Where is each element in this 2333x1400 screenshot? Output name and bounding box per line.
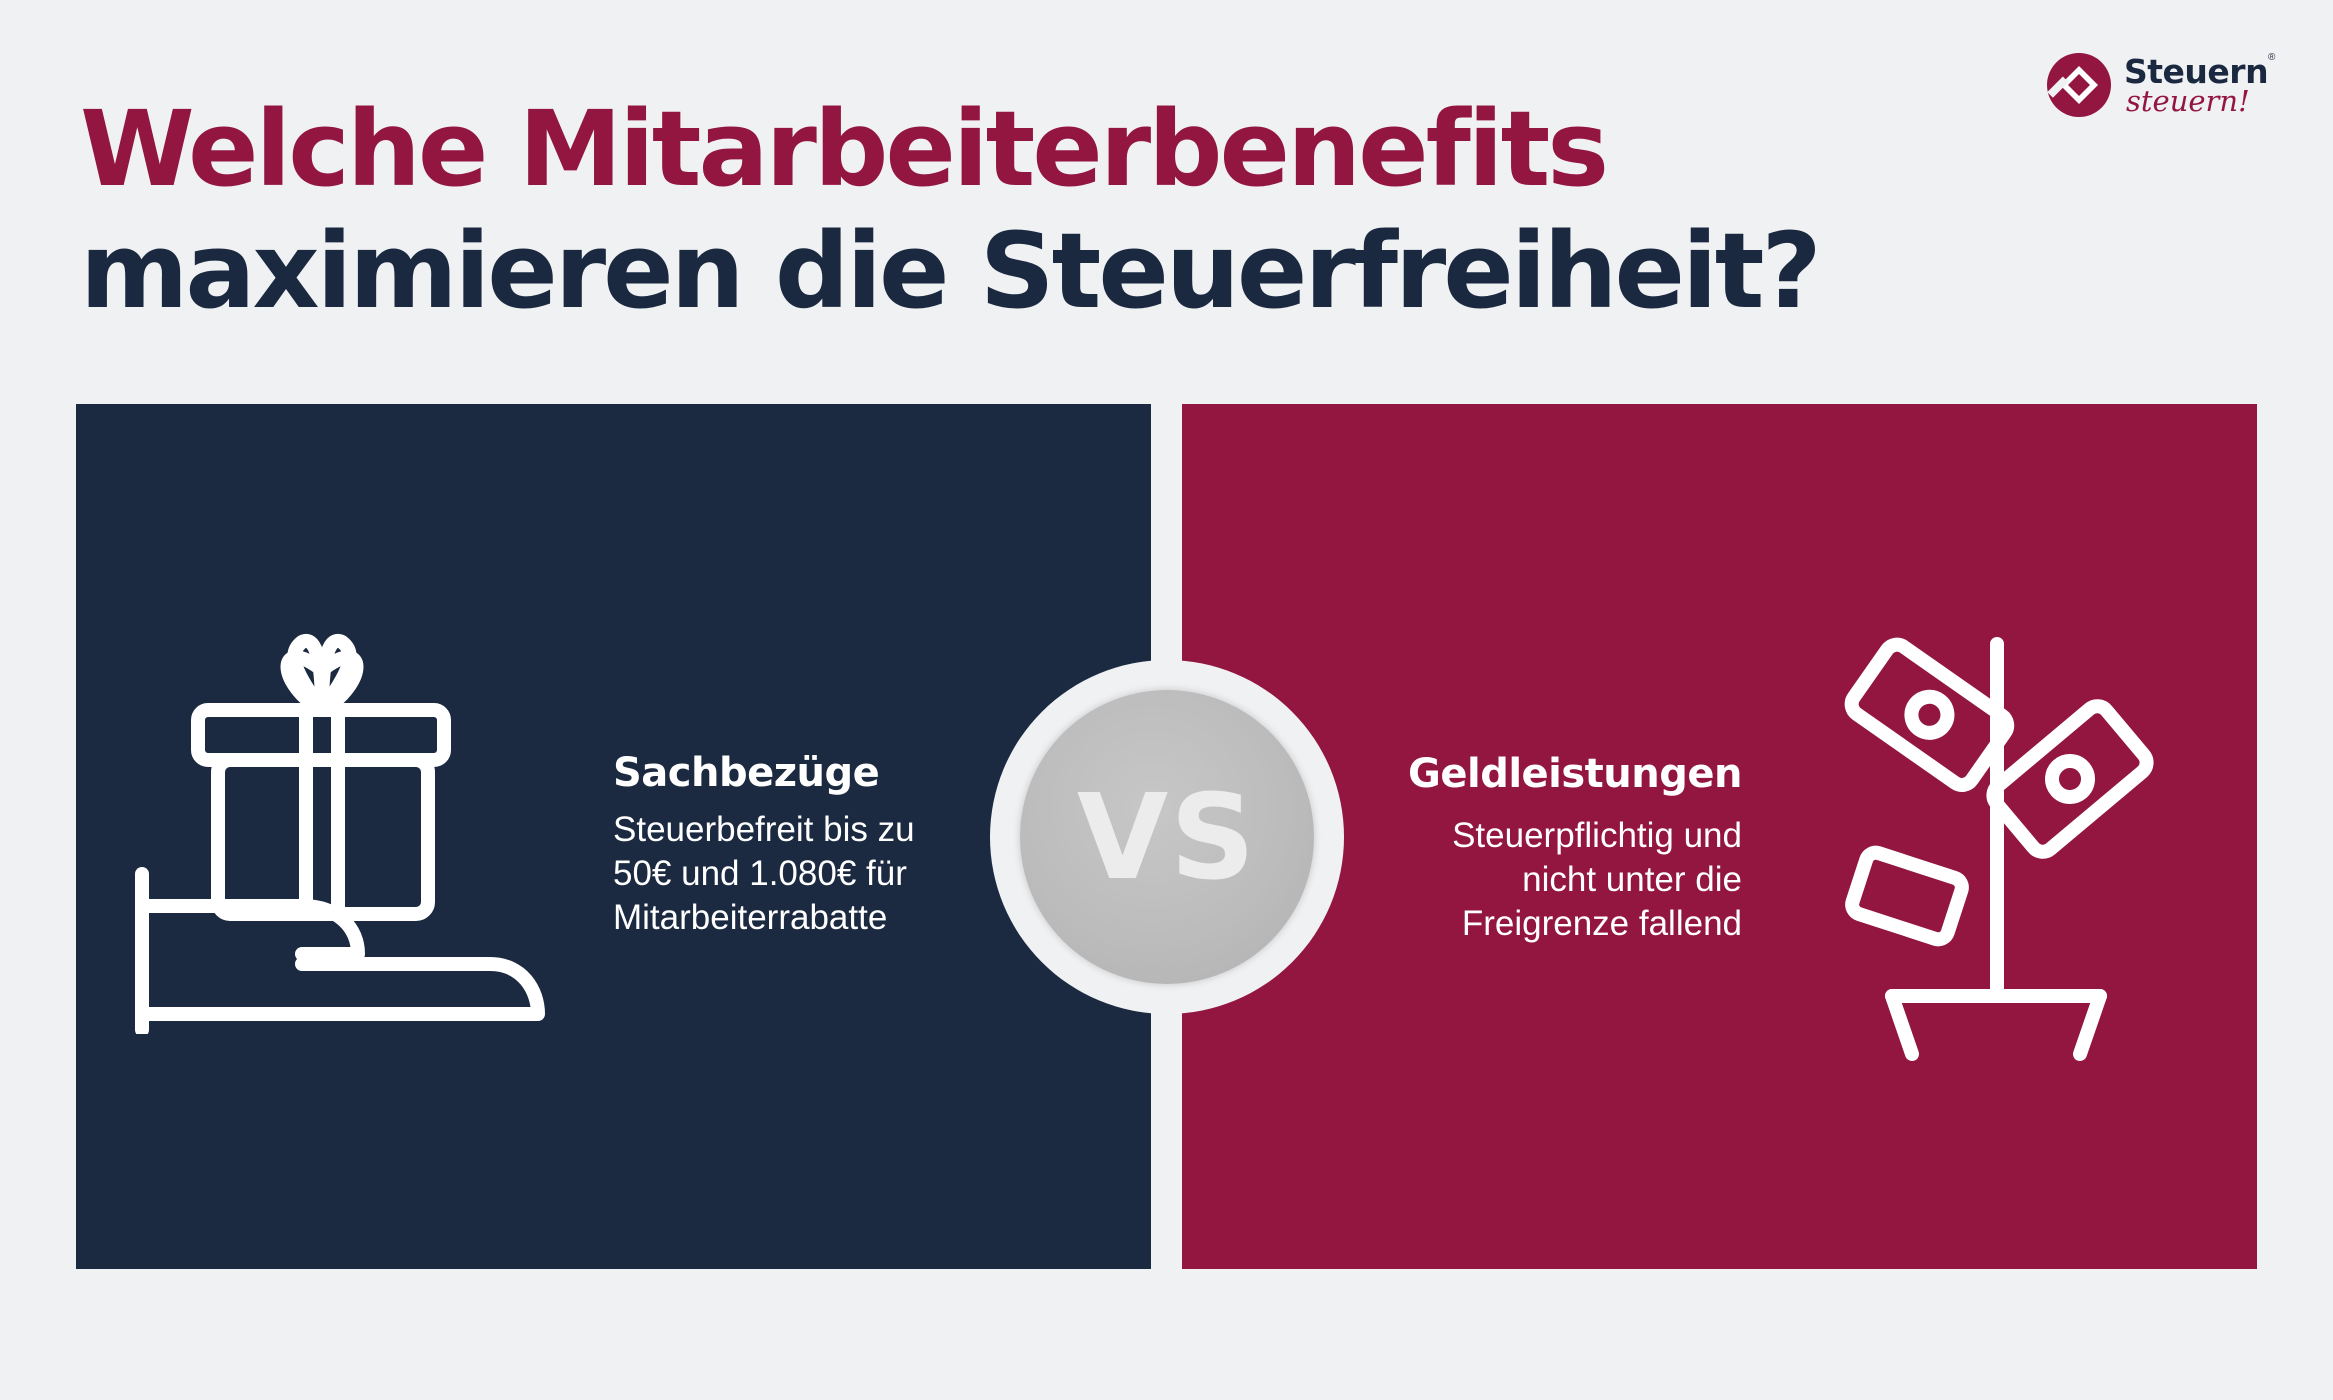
versus-label: VS (1076, 768, 1258, 906)
geldleistungen-heading: Geldleistungen (1408, 751, 1742, 797)
versus-badge: VS (990, 660, 1344, 1014)
logo-registered-mark: ® (2268, 52, 2276, 63)
brand-logo: Steuern ® steuern! (2046, 50, 2276, 120)
logo-word-steuern-script: steuern! (2126, 84, 2250, 118)
geldleistungen-description: Steuerpflichtig und nicht unter die Frei… (1452, 816, 1742, 943)
money-tree-icon (1844, 637, 2154, 1061)
logo-word-steuern: Steuern (2124, 52, 2269, 91)
sachbezuege-description: Steuerbefreit bis zu 50€ und 1.080€ für … (613, 810, 915, 937)
logo-mark-icon (2047, 53, 2111, 117)
sachbezuege-panel: Sachbezüge Steuerbefreit bis zu 50€ und … (76, 404, 1151, 1269)
sachbezuege-heading: Sachbezüge (613, 750, 880, 796)
title-line-2: maximieren die Steuerfreiheit? (80, 210, 1822, 332)
geldleistungen-panel: Geldleistungen Steuerpflichtig und nicht… (1182, 404, 2257, 1269)
page-title: Welche Mitarbeiterbenefits maximieren di… (80, 88, 1822, 332)
title-line-1: Welche Mitarbeiterbenefits (80, 88, 1609, 210)
versus-disc: VS (1020, 690, 1314, 984)
gift-hand-icon (135, 634, 545, 1034)
